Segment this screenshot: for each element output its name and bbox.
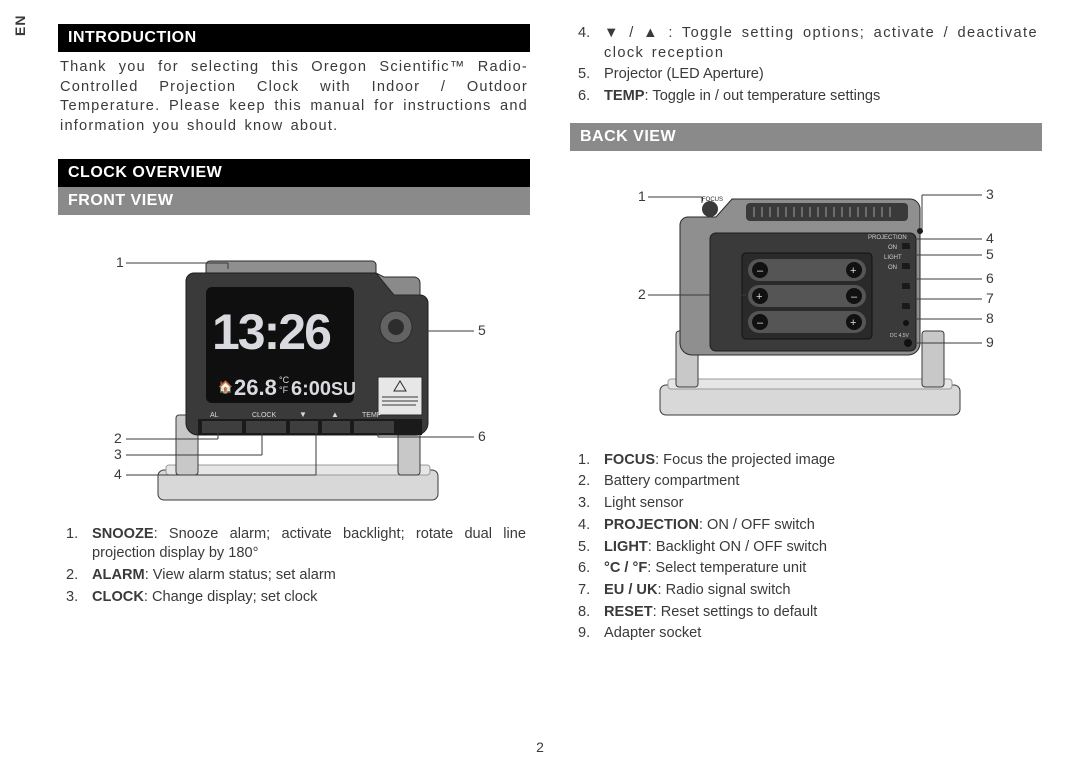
svg-text:ON: ON [888, 265, 897, 271]
list-item: Adapter socket [604, 624, 1038, 644]
svg-text:SU: SU [331, 379, 356, 399]
page-number: 2 [536, 739, 544, 755]
svg-text:13:26: 13:26 [212, 304, 330, 360]
list-item: Battery compartment [604, 472, 1038, 492]
svg-text:+: + [850, 265, 856, 277]
list-item: RESET: Reset settings to default [604, 603, 1038, 623]
svg-text:FOCUS: FOCUS [702, 197, 723, 203]
svg-text:5: 5 [478, 322, 486, 338]
svg-text:4: 4 [114, 466, 122, 482]
svg-text:4: 4 [986, 230, 994, 246]
svg-text:–: – [851, 291, 858, 303]
list-item: CLOCK: Change display; set clock [92, 588, 526, 608]
svg-text:3: 3 [114, 446, 122, 462]
intro-paragraph: Thank you for selecting this Oregon Scie… [58, 52, 530, 143]
svg-text:°C: °C [279, 375, 290, 385]
svg-text:1: 1 [116, 254, 124, 270]
list-item: 4. ▼ / ▲ : Toggle setting options; activ… [604, 24, 1038, 63]
front-view-list-cont: 4. ▼ / ▲ : Toggle setting options; activ… [570, 24, 1042, 107]
list-item: Light sensor [604, 494, 1038, 514]
svg-text:+: + [756, 291, 762, 303]
list-item: FOCUS: Focus the projected image [604, 451, 1038, 471]
svg-text:5: 5 [986, 246, 994, 262]
front-view-list: SNOOZE: Snooze alarm; activate backlight… [58, 525, 530, 608]
list-item: 5. Projector (LED Aperture) [604, 65, 1038, 85]
svg-text:8: 8 [986, 310, 994, 326]
left-column: INTRODUCTION Thank you for selecting thi… [58, 24, 530, 751]
svg-text:AL: AL [210, 412, 219, 419]
back-view-list: FOCUS: Focus the projected image Battery… [570, 451, 1042, 644]
list-item: PROJECTION: ON / OFF switch [604, 516, 1038, 536]
list-item: °C / °F: Select temperature unit [604, 559, 1038, 579]
svg-text:–: – [757, 317, 764, 329]
svg-text:LIGHT: LIGHT [884, 255, 902, 261]
svg-text:6: 6 [986, 270, 994, 286]
svg-text:▼: ▼ [299, 410, 307, 419]
heading-clock-overview: CLOCK OVERVIEW [58, 159, 530, 187]
svg-text:DC 4.5V: DC 4.5V [890, 333, 910, 339]
svg-text:+: + [850, 317, 856, 329]
list-item: LIGHT: Backlight ON / OFF switch [604, 538, 1038, 558]
svg-text:9: 9 [986, 334, 994, 350]
svg-text:7: 7 [986, 290, 994, 306]
page-body: INTRODUCTION Thank you for selecting thi… [58, 24, 1042, 751]
svg-text:🏠: 🏠 [218, 380, 233, 394]
svg-text:26.8: 26.8 [234, 375, 277, 400]
svg-text:–: – [757, 265, 764, 277]
list-item: 6. TEMP: Toggle in / out temperature set… [604, 87, 1038, 107]
list-item: ALARM: View alarm status; set alarm [92, 566, 526, 586]
front-view-diagram: 13:26 🏠 26.8 °C °F 6:00 SU AL CLOCK ▼ ▲ [58, 215, 530, 525]
list-item: SNOOZE: Snooze alarm; activate backlight… [92, 525, 526, 564]
svg-text:ON: ON [888, 245, 897, 251]
svg-text:2: 2 [114, 430, 122, 446]
svg-text:TEMP: TEMP [362, 412, 382, 419]
list-item: EU / UK: Radio signal switch [604, 581, 1038, 601]
svg-text:CLOCK: CLOCK [252, 412, 276, 419]
heading-introduction: INTRODUCTION [58, 24, 530, 52]
svg-text:1: 1 [638, 188, 646, 204]
svg-text:▲: ▲ [331, 410, 339, 419]
heading-back-view: BACK VIEW [570, 123, 1042, 151]
heading-front-view: FRONT VIEW [58, 187, 530, 215]
svg-text:2: 2 [638, 286, 646, 302]
svg-text:3: 3 [986, 186, 994, 202]
right-column: 4. ▼ / ▲ : Toggle setting options; activ… [570, 24, 1042, 751]
language-tab: EN [12, 15, 28, 36]
back-view-diagram: FOCUS PROJECTION ON LIGHT ON [570, 151, 1042, 451]
svg-text:6: 6 [478, 428, 486, 444]
svg-text:6:00: 6:00 [291, 378, 331, 400]
svg-text:PROJECTION: PROJECTION [868, 235, 907, 241]
svg-text:°F: °F [279, 385, 289, 395]
